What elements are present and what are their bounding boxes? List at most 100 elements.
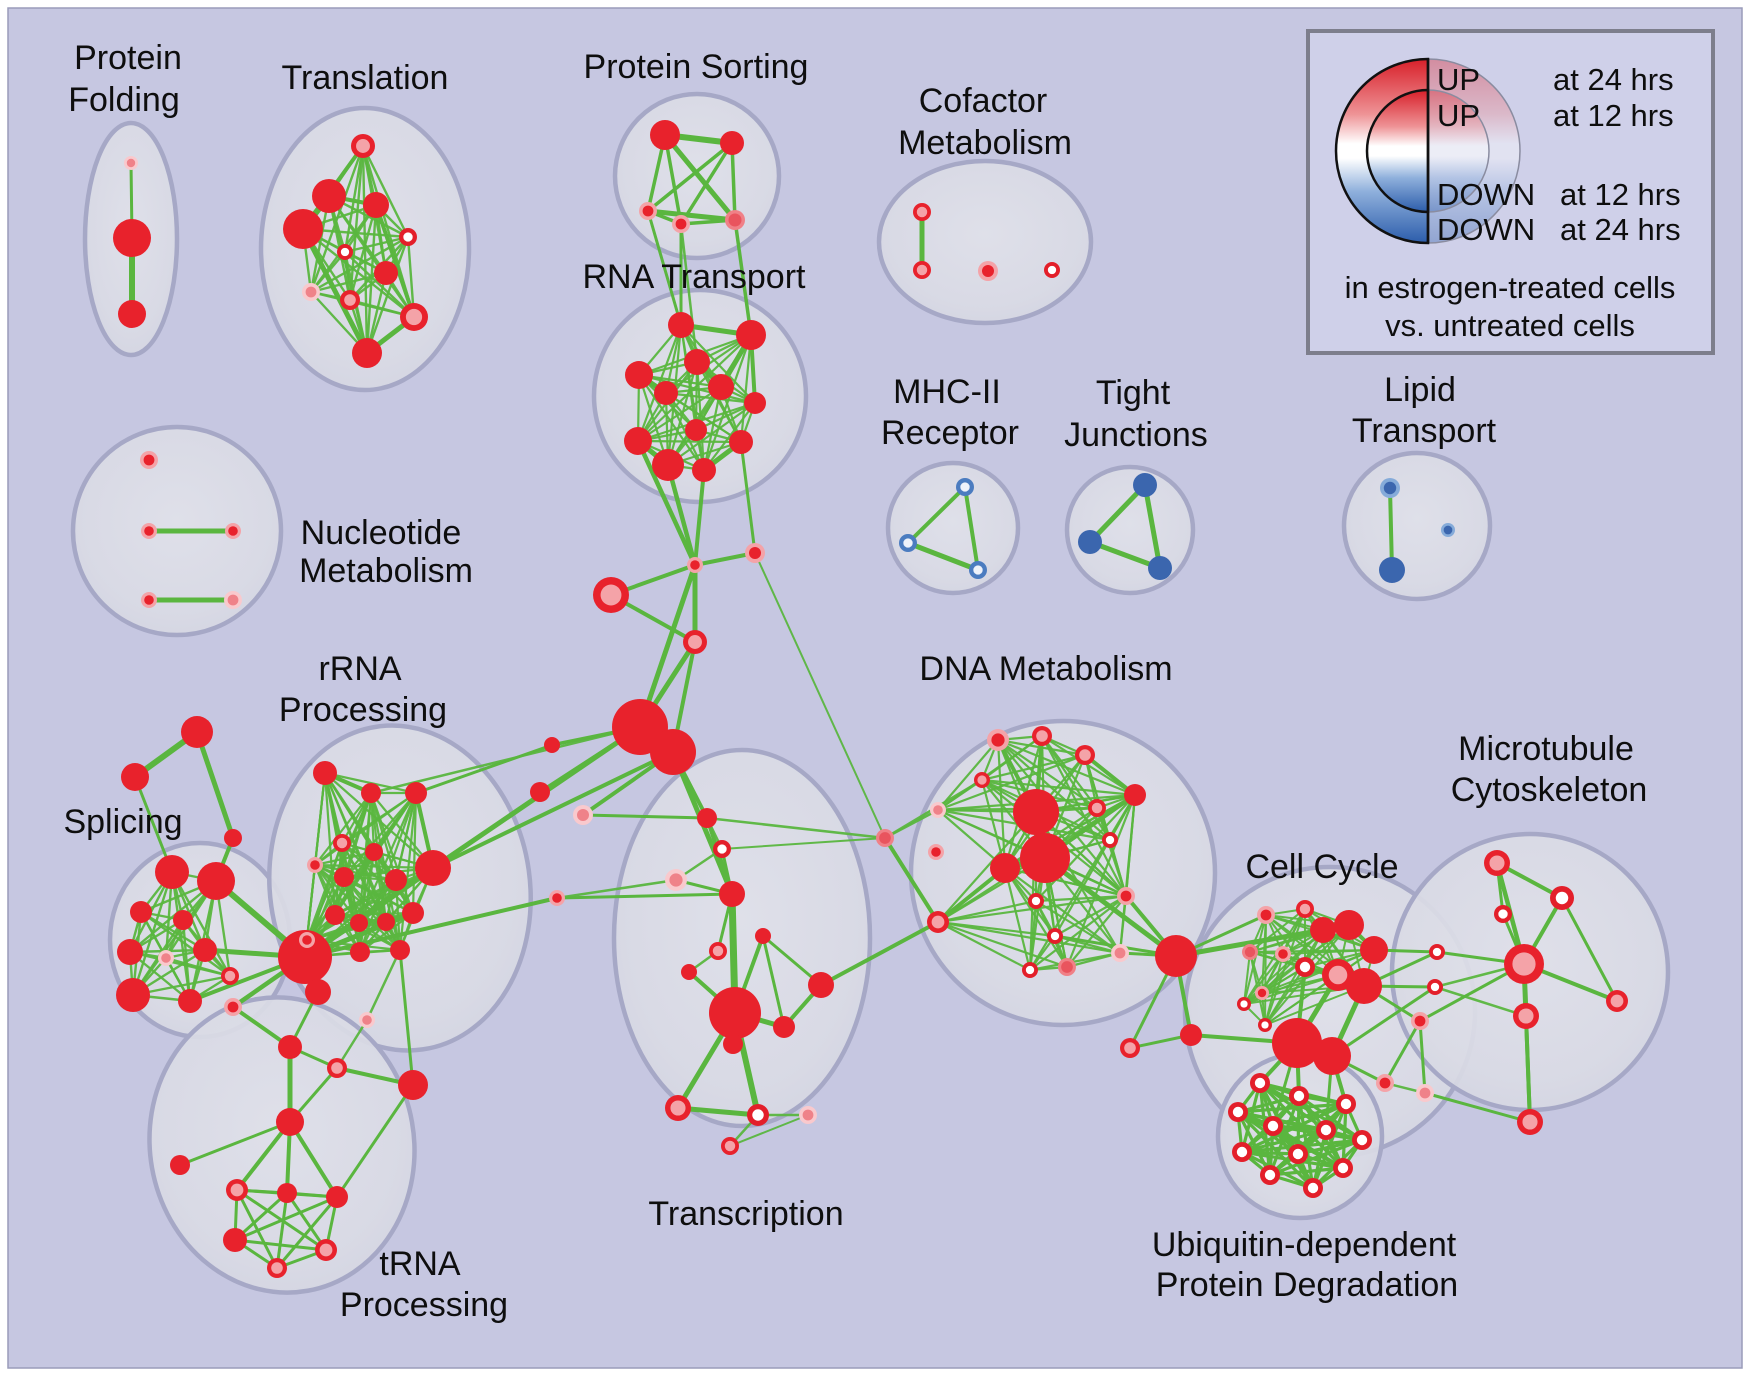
node-f3 bbox=[118, 300, 146, 328]
network-edge bbox=[300, 226, 370, 356]
node-p5 bbox=[725, 210, 745, 230]
node-core bbox=[1356, 1134, 1368, 1146]
node-k3 bbox=[130, 901, 152, 923]
node-outer bbox=[398, 1070, 428, 1100]
network-edge bbox=[1264, 966, 1306, 1026]
node-core bbox=[1379, 1077, 1391, 1089]
network-edge bbox=[1282, 949, 1375, 955]
network-edge bbox=[305, 878, 398, 942]
node-t6 bbox=[337, 244, 353, 260]
network-edge bbox=[936, 920, 1032, 972]
node-outer bbox=[193, 938, 217, 962]
network-edge bbox=[936, 920, 1069, 969]
node-outer bbox=[708, 374, 734, 400]
network-edge bbox=[936, 738, 1000, 812]
network-edge bbox=[1240, 1128, 1328, 1154]
node-core bbox=[1293, 1090, 1305, 1102]
node-d20 bbox=[1120, 1038, 1140, 1058]
node-k6 bbox=[158, 950, 174, 966]
legend-glyph-left-r61 bbox=[1365, 88, 1430, 214]
node-m12 bbox=[1517, 1109, 1543, 1135]
node-u7 bbox=[1352, 1130, 1372, 1150]
node-c1 bbox=[913, 203, 931, 221]
node-outer bbox=[650, 120, 680, 150]
network-edge bbox=[936, 894, 1128, 924]
node-core bbox=[1522, 1114, 1538, 1130]
node-n7 bbox=[315, 1239, 337, 1261]
node-core bbox=[126, 158, 136, 168]
node-u10 bbox=[1333, 1158, 1353, 1178]
cluster-label-dna-metabolism: DNA Metabolism bbox=[919, 650, 1172, 688]
network-edge bbox=[702, 385, 723, 472]
node-x7 bbox=[681, 964, 697, 980]
node-outer bbox=[650, 729, 696, 775]
network-edge bbox=[906, 485, 967, 545]
node-u3 bbox=[1336, 1094, 1356, 1114]
network-edge bbox=[1173, 927, 1326, 959]
node-r15 bbox=[350, 942, 370, 962]
node-d0 bbox=[876, 829, 894, 847]
network-edge bbox=[1264, 908, 1306, 1026]
node-core bbox=[973, 565, 983, 575]
node-rb1 bbox=[224, 998, 242, 1016]
node-core bbox=[1320, 1124, 1332, 1136]
network-edge bbox=[343, 235, 410, 254]
cluster-label-cofactor-metabolism: Metabolism bbox=[898, 124, 1072, 162]
node-core bbox=[144, 595, 154, 605]
node-core bbox=[1124, 1042, 1136, 1054]
network-edge bbox=[936, 899, 1038, 924]
node-t3 bbox=[363, 192, 389, 218]
node-e6 bbox=[1242, 944, 1258, 960]
node-core bbox=[600, 584, 622, 606]
network-edge bbox=[301, 227, 416, 319]
node-core bbox=[1050, 931, 1060, 941]
node-core bbox=[1236, 1146, 1248, 1158]
node-core bbox=[1036, 730, 1048, 742]
node-x9 bbox=[709, 987, 761, 1039]
network-edge bbox=[702, 401, 757, 472]
node-e15 bbox=[1313, 1037, 1351, 1075]
node-core bbox=[717, 844, 727, 854]
node-core bbox=[1443, 525, 1453, 535]
node-outer bbox=[385, 869, 407, 891]
network-edge bbox=[313, 850, 376, 867]
node-c3 bbox=[978, 261, 998, 281]
node-outer bbox=[681, 964, 697, 980]
cluster-label-tight-junctions: Tight bbox=[1096, 374, 1171, 412]
node-outer bbox=[361, 783, 381, 803]
legend-down-24-direction: DOWN bbox=[1437, 212, 1535, 247]
node-outer bbox=[118, 300, 146, 328]
node-outer bbox=[1310, 917, 1336, 943]
node-e16 bbox=[1180, 1024, 1202, 1046]
network-edge bbox=[398, 948, 415, 1087]
node-outer bbox=[1272, 1018, 1322, 1068]
node-core bbox=[1414, 1015, 1426, 1027]
node-e2 bbox=[1296, 900, 1314, 918]
node-outer bbox=[121, 763, 149, 791]
network-edge bbox=[313, 863, 398, 882]
node-outer bbox=[277, 1183, 297, 1203]
node-core bbox=[1498, 909, 1508, 919]
node-outer bbox=[1346, 968, 1382, 1004]
node-q2 bbox=[736, 320, 766, 350]
node-d15 bbox=[927, 911, 949, 933]
node-core bbox=[228, 526, 238, 536]
network-edge bbox=[1042, 855, 1179, 959]
node-core bbox=[227, 594, 239, 606]
cluster-label-rrna-processing: Processing bbox=[279, 691, 447, 729]
network-edge bbox=[1423, 1091, 1532, 1124]
node-core bbox=[916, 206, 928, 218]
node-core bbox=[552, 893, 562, 903]
node-r5 bbox=[307, 857, 323, 873]
node-outer bbox=[685, 419, 707, 441]
node-core bbox=[1610, 994, 1624, 1008]
node-outer bbox=[405, 782, 427, 804]
node-core bbox=[1031, 896, 1041, 906]
network-edge bbox=[1243, 908, 1306, 1005]
network-edge bbox=[936, 810, 1038, 924]
node-x13 bbox=[747, 1104, 769, 1126]
network-edge bbox=[662, 132, 738, 223]
node-outer bbox=[224, 829, 242, 847]
node-r1 bbox=[313, 761, 337, 785]
node-y3 bbox=[1148, 556, 1172, 580]
